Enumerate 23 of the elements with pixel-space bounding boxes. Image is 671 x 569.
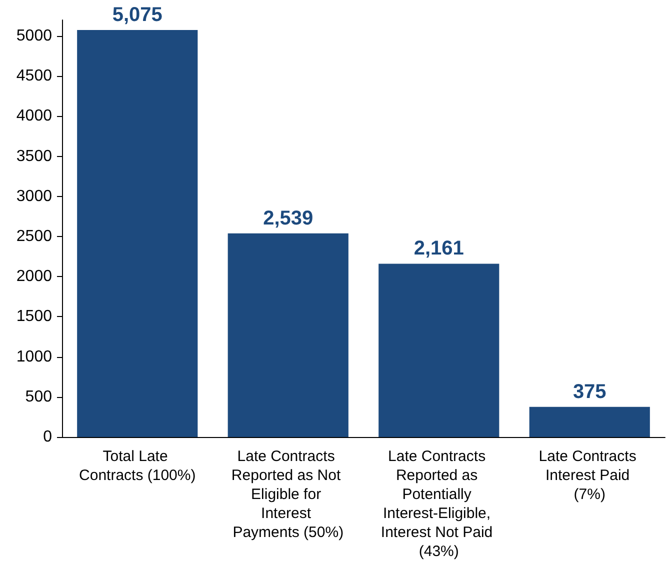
bar [378, 264, 500, 437]
x-tick-label: Late Contracts Reported as Potentially Interest-Eligible, Interest Not Paid (43%) [380, 448, 497, 560]
bar [228, 233, 348, 437]
x-tick-label: Total Late Contracts (100%) [79, 448, 196, 484]
y-tick-label: 2500 [16, 228, 52, 246]
y-tick-label: 1500 [16, 308, 52, 326]
x-tick-label: Late Contracts Interest Paid (7%) [538, 448, 640, 503]
y-tick-label: 4500 [16, 68, 52, 85]
data-label: 2,539 [263, 207, 314, 230]
bar [77, 30, 198, 437]
data-label: 375 [572, 380, 606, 403]
bar [529, 406, 650, 437]
y-tick-label: 4000 [16, 108, 52, 125]
y-tick-label: 3000 [16, 188, 52, 205]
y-tick-label: 5000 [16, 28, 52, 45]
y-tick-label: 2000 [16, 268, 52, 286]
data-label: 2,161 [414, 238, 464, 260]
y-tick-label: 0 [43, 428, 52, 446]
data-label: 5,075 [112, 4, 162, 26]
y-tick-label: 500 [25, 388, 52, 406]
y-tick-label: 3500 [16, 148, 52, 165]
y-tick-label: 1000 [16, 348, 52, 366]
x-tick-label: Late Contracts Reported as Not Eligible for Interest Payments (50%) [231, 448, 345, 541]
